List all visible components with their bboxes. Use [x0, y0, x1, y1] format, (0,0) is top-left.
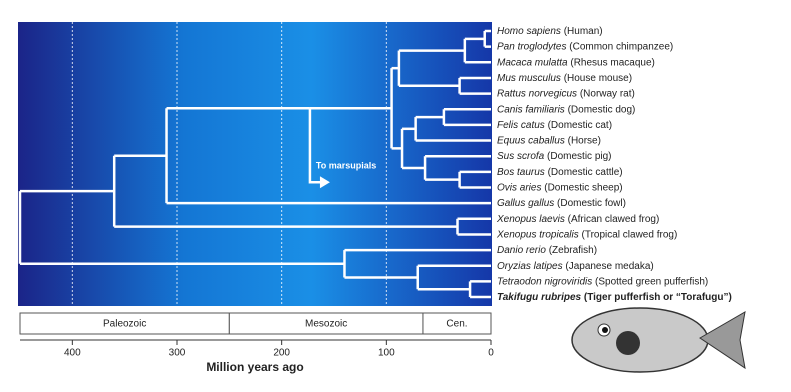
era-label: Paleozoic — [103, 319, 146, 330]
x-tick-label: 300 — [169, 348, 186, 359]
species-label: Equus caballus (Horse) — [497, 135, 601, 146]
species-label: Canis familiaris (Domestic dog) — [497, 104, 635, 115]
common-name: (House mouse) — [564, 73, 632, 84]
species-name: Equus caballus — [497, 135, 565, 146]
annotation: To marsupials — [316, 161, 376, 171]
common-name: (Tiger pufferfish or “Torafugu”) — [584, 292, 732, 303]
common-name: (Domestic pig) — [547, 151, 611, 162]
common-name: (Norway rat) — [580, 88, 635, 99]
species-name: Felis catus — [497, 120, 545, 131]
common-name: (Domestic sheep) — [544, 182, 622, 193]
species-label: Rattus norvegicus (Norway rat) — [497, 88, 635, 99]
x-tick-label: 0 — [488, 348, 494, 359]
species-name: Gallus gallus — [497, 198, 554, 209]
species-name: Macaca mulatta — [497, 57, 568, 68]
species-label: Tetraodon nigroviridis (Spotted green pu… — [497, 276, 708, 287]
common-name: (Domestic dog) — [568, 104, 636, 115]
species-label: Ovis aries (Domestic sheep) — [497, 182, 623, 193]
species-label: Bos taurus (Domestic cattle) — [497, 166, 623, 177]
species-label: Oryzias latipes (Japanese medaka) — [497, 260, 654, 271]
chart: Million years ago 400 300 200 100 0 Paleozoic… — [0, 0, 791, 387]
species-label: Gallus gallus (Domestic fowl) — [497, 198, 626, 209]
species-name: Ovis aries — [497, 182, 541, 193]
species-name: Xenopus laevis — [496, 213, 565, 224]
axis-title: Million years ago — [206, 360, 303, 374]
common-name: (Horse) — [568, 135, 601, 146]
common-name: (Spotted green pufferfish) — [595, 276, 708, 287]
common-name: (Domestic fowl) — [557, 198, 626, 209]
species-name: Mus musculus — [497, 73, 561, 84]
species-name: Takifugu rubripes — [497, 292, 582, 303]
species-label: Danio rerio (Zebrafish) — [497, 245, 597, 256]
x-tick-label: 100 — [378, 348, 395, 359]
era-label: Cen. — [446, 319, 467, 330]
x-tick-label: 200 — [273, 348, 290, 359]
species-name: Xenopus tropicalis — [496, 229, 579, 240]
common-name: (Tropical clawed frog) — [582, 229, 678, 240]
common-name: (Zebrafish) — [549, 245, 597, 256]
common-name: (Japanese medaka) — [565, 260, 653, 271]
species-name: Danio rerio — [497, 245, 546, 256]
common-name: (Common chimpanzee) — [569, 41, 673, 52]
era-label: Mesozoic — [305, 319, 347, 330]
species-label: Xenopus tropicalis (Tropical clawed frog… — [496, 229, 677, 240]
species-label: Macaca mulatta (Rhesus macaque) — [497, 57, 655, 68]
species-name: Bos taurus — [497, 166, 545, 177]
common-name: (Rhesus macaque) — [570, 57, 654, 68]
species-label: Takifugu rubripes (Tiger pufferfish or “… — [497, 292, 732, 303]
species-name: Sus scrofa — [497, 151, 545, 162]
species-label: Sus scrofa (Domestic pig) — [497, 151, 612, 162]
common-name: (Domestic cat) — [548, 120, 612, 131]
common-name: (African clawed frog) — [568, 213, 660, 224]
species-label: Pan troglodytes (Common chimpanzee) — [497, 41, 673, 52]
species-name: Tetraodon nigroviridis — [497, 276, 592, 287]
x-tick-label: 400 — [64, 348, 81, 359]
species-name: Canis familiaris — [497, 104, 565, 115]
common-name: (Human) — [564, 26, 603, 37]
species-label: Homo sapiens (Human) — [497, 26, 603, 37]
pufferfish-illustration — [572, 308, 745, 372]
species-label: Felis catus (Domestic cat) — [497, 120, 612, 131]
species-label: Xenopus laevis (African clawed frog) — [496, 213, 659, 224]
species-label: Mus musculus (House mouse) — [497, 73, 632, 84]
species-name: Homo sapiens — [497, 26, 561, 37]
species-name: Rattus norvegicus — [497, 88, 577, 99]
species-name: Oryzias latipes — [497, 260, 563, 271]
species-name: Pan troglodytes — [497, 41, 567, 52]
common-name: (Domestic cattle) — [548, 166, 623, 177]
